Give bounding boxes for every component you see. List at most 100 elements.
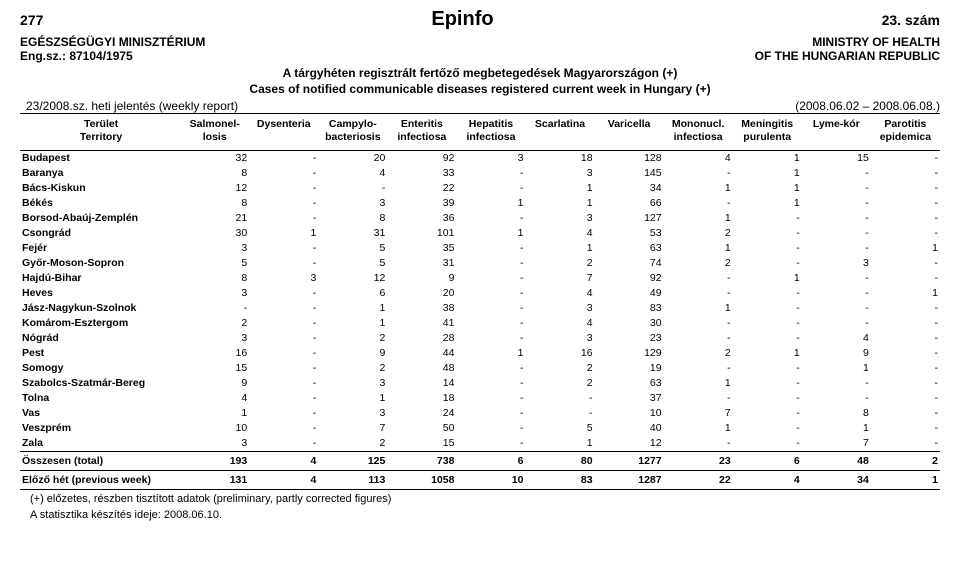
value-cell: 7 <box>525 271 594 286</box>
value-cell: - <box>456 256 525 271</box>
value-cell: - <box>733 301 802 316</box>
value-cell: 1 <box>456 226 525 241</box>
value-cell: 8 <box>180 271 249 286</box>
value-cell: 3 <box>456 150 525 166</box>
col-disease: Enteritisinfectiosa <box>387 114 456 150</box>
value-cell: 23 <box>664 451 733 470</box>
value-cell: - <box>249 376 318 391</box>
value-cell: 101 <box>387 226 456 241</box>
value-cell: - <box>871 271 940 286</box>
value-cell: - <box>871 150 940 166</box>
value-cell: 48 <box>802 451 871 470</box>
value-cell: - <box>249 166 318 181</box>
territory-cell: Somogy <box>20 361 180 376</box>
territory-cell: Békés <box>20 196 180 211</box>
territory-cell: Veszprém <box>20 421 180 436</box>
value-cell: 31 <box>387 256 456 271</box>
value-cell: - <box>456 181 525 196</box>
table-row: Borsod-Abaúj-Zemplén21-836-31271--- <box>20 211 940 226</box>
value-cell: 4 <box>525 286 594 301</box>
table-row: Jász-Nagykun-Szolnok--138-3831--- <box>20 301 940 316</box>
value-cell: 6 <box>318 286 387 301</box>
footnote-date: A statisztika készítés ideje: 2008.06.10… <box>30 509 940 521</box>
value-cell: - <box>249 361 318 376</box>
value-cell: - <box>456 301 525 316</box>
value-cell: 2 <box>525 361 594 376</box>
value-cell: 1 <box>733 271 802 286</box>
value-cell: - <box>664 436 733 452</box>
footnote-preliminary: (+) előzetes, részben tisztított adatok … <box>30 493 940 505</box>
value-cell: 1 <box>733 181 802 196</box>
value-cell: 33 <box>387 166 456 181</box>
value-cell: - <box>733 211 802 226</box>
value-cell: 6 <box>733 451 802 470</box>
value-cell: 10 <box>456 470 525 489</box>
ministry-en: MINISTRY OF HEALTH <box>812 35 940 49</box>
value-cell: - <box>456 421 525 436</box>
value-cell: 1 <box>664 211 733 226</box>
value-cell: 3 <box>802 256 871 271</box>
page-number-left: 277 <box>20 12 43 28</box>
value-cell: 1 <box>733 166 802 181</box>
value-cell: 3 <box>180 436 249 452</box>
value-cell: - <box>802 316 871 331</box>
value-cell: - <box>871 331 940 346</box>
value-cell: 23 <box>595 331 664 346</box>
value-cell: 1 <box>733 150 802 166</box>
value-cell: 1 <box>871 286 940 301</box>
value-cell: 1277 <box>595 451 664 470</box>
value-cell: 80 <box>525 451 594 470</box>
territory-cell: Jász-Nagykun-Szolnok <box>20 301 180 316</box>
value-cell: - <box>249 196 318 211</box>
territory-cell: Vas <box>20 406 180 421</box>
territory-cell: Győr-Moson-Sopron <box>20 256 180 271</box>
value-cell: 34 <box>595 181 664 196</box>
value-cell: - <box>249 256 318 271</box>
value-cell: - <box>733 241 802 256</box>
value-cell: 1 <box>525 196 594 211</box>
value-cell: 4 <box>525 226 594 241</box>
value-cell: 1 <box>318 391 387 406</box>
territory-cell: Budapest <box>20 150 180 166</box>
value-cell: 1 <box>525 181 594 196</box>
value-cell: 4 <box>525 316 594 331</box>
value-cell: 10 <box>595 406 664 421</box>
value-cell: 39 <box>387 196 456 211</box>
value-cell: - <box>733 226 802 241</box>
value-cell: 1 <box>318 301 387 316</box>
value-cell: - <box>456 391 525 406</box>
table-row: Szabolcs-Szatmár-Bereg9-314-2631--- <box>20 376 940 391</box>
value-cell: 15 <box>802 150 871 166</box>
value-cell: 4 <box>249 470 318 489</box>
value-cell: - <box>318 181 387 196</box>
value-cell: 2 <box>664 256 733 271</box>
table-row: Zala3-215-112--7- <box>20 436 940 452</box>
report-left: 23/2008.sz. heti jelentés (weekly report… <box>26 99 238 113</box>
value-cell: 20 <box>318 150 387 166</box>
value-cell: - <box>871 391 940 406</box>
value-cell: 48 <box>387 361 456 376</box>
value-cell: 127 <box>595 211 664 226</box>
value-cell: - <box>180 301 249 316</box>
value-cell: 3 <box>180 286 249 301</box>
value-cell: - <box>733 316 802 331</box>
territory-cell: Baranya <box>20 166 180 181</box>
value-cell: 9 <box>318 346 387 361</box>
value-cell: 1 <box>664 421 733 436</box>
value-cell: - <box>871 301 940 316</box>
value-cell: 4 <box>733 470 802 489</box>
value-cell: - <box>249 436 318 452</box>
value-cell: 2 <box>664 226 733 241</box>
value-cell: 3 <box>525 331 594 346</box>
value-cell: - <box>525 406 594 421</box>
value-cell: - <box>664 286 733 301</box>
report-row: 23/2008.sz. heti jelentés (weekly report… <box>26 99 940 113</box>
ministry-row: EGÉSZSÉGÜGYI MINISZTÉRIUM MINISTRY OF HE… <box>20 35 940 49</box>
value-cell: 36 <box>387 211 456 226</box>
value-cell: 3 <box>249 271 318 286</box>
value-cell: - <box>871 256 940 271</box>
value-cell: - <box>733 436 802 452</box>
value-cell: 3 <box>525 166 594 181</box>
value-cell: - <box>664 361 733 376</box>
value-cell: - <box>456 211 525 226</box>
